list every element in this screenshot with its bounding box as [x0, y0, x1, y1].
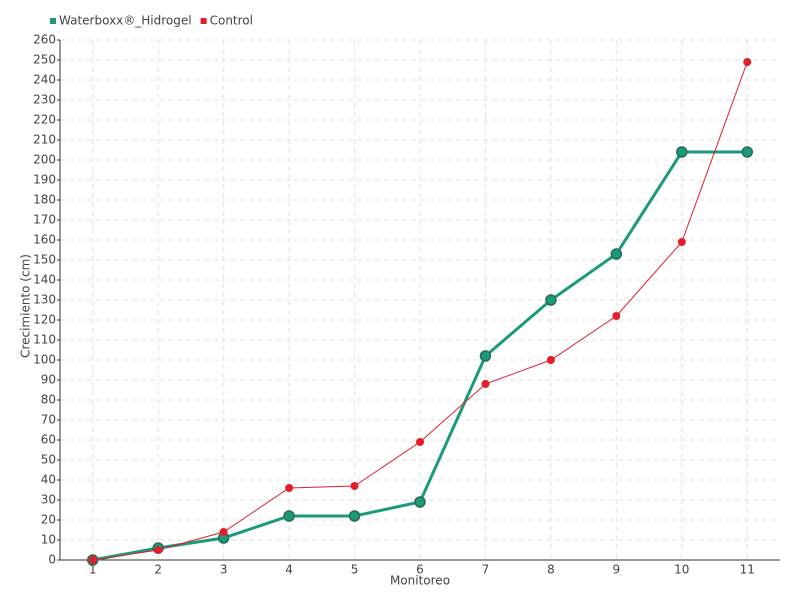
y-tick-label: 30 — [41, 493, 56, 507]
x-tick-label: 2 — [154, 563, 162, 577]
y-tick-label: 240 — [33, 73, 56, 87]
y-tick-label: 160 — [33, 233, 56, 247]
y-tick-label: 100 — [33, 353, 56, 367]
x-axis-label: Monitoreo — [390, 574, 450, 588]
data-point — [743, 58, 752, 66]
data-point — [350, 482, 359, 490]
y-tick-label: 80 — [41, 393, 56, 407]
x-tick-label: 1 — [89, 563, 97, 577]
y-tick-label: 170 — [33, 213, 56, 227]
legend-label: Control — [210, 14, 253, 28]
x-tick-label: 5 — [351, 563, 359, 577]
x-tick-label: 9 — [613, 563, 621, 577]
y-tick-label: 180 — [33, 193, 56, 207]
data-point — [414, 496, 426, 508]
data-point — [219, 528, 228, 536]
y-tick-label: 260 — [33, 33, 56, 47]
legend-label: Waterboxx®_Hidrogel — [59, 14, 192, 28]
y-tick-label: 150 — [33, 253, 56, 267]
y-tick-label: 0 — [48, 553, 56, 567]
legend-marker — [200, 18, 207, 24]
y-tick-label: 90 — [41, 373, 56, 387]
data-point — [88, 556, 97, 564]
y-tick-label: 50 — [41, 453, 56, 467]
y-tick-label: 220 — [33, 113, 56, 127]
y-tick-label: 190 — [33, 173, 56, 187]
y-tick-label: 140 — [33, 273, 56, 287]
data-point — [676, 146, 688, 158]
data-point — [479, 350, 492, 362]
y-tick-label: 130 — [33, 293, 56, 307]
y-tick-label: 230 — [33, 93, 56, 107]
data-point — [546, 356, 555, 364]
y-tick-label: 40 — [41, 473, 56, 487]
data-point — [741, 146, 754, 158]
y-tick-label: 20 — [41, 513, 56, 527]
data-point — [285, 484, 294, 492]
x-tick-label: 6 — [416, 563, 424, 577]
y-tick-label: 120 — [33, 313, 56, 327]
y-tick-label: 110 — [33, 333, 56, 347]
data-point — [481, 380, 490, 388]
y-tick-label: 60 — [41, 433, 56, 447]
data-point — [612, 312, 621, 320]
y-tick-label: 10 — [41, 533, 56, 547]
x-tick-label: 3 — [220, 563, 228, 577]
y-axis-label: Crecimiento (cm) — [19, 254, 33, 358]
x-tick-label: 4 — [285, 563, 293, 577]
data-point — [283, 510, 295, 522]
data-point — [154, 546, 163, 554]
y-tick-label: 70 — [41, 413, 56, 427]
y-tick-label: 250 — [33, 53, 56, 67]
y-tick-label: 210 — [33, 133, 56, 147]
x-tick-label: 8 — [547, 563, 555, 577]
data-point — [416, 438, 424, 446]
data-point — [610, 248, 623, 260]
legend-marker — [50, 18, 56, 24]
data-point — [348, 510, 361, 522]
y-tick-label: 200 — [33, 153, 56, 167]
x-tick-label: 10 — [674, 563, 689, 577]
x-tick-label: 7 — [482, 563, 490, 577]
x-tick-label: 11 — [740, 563, 755, 577]
data-point — [677, 238, 686, 246]
data-point — [545, 294, 557, 306]
